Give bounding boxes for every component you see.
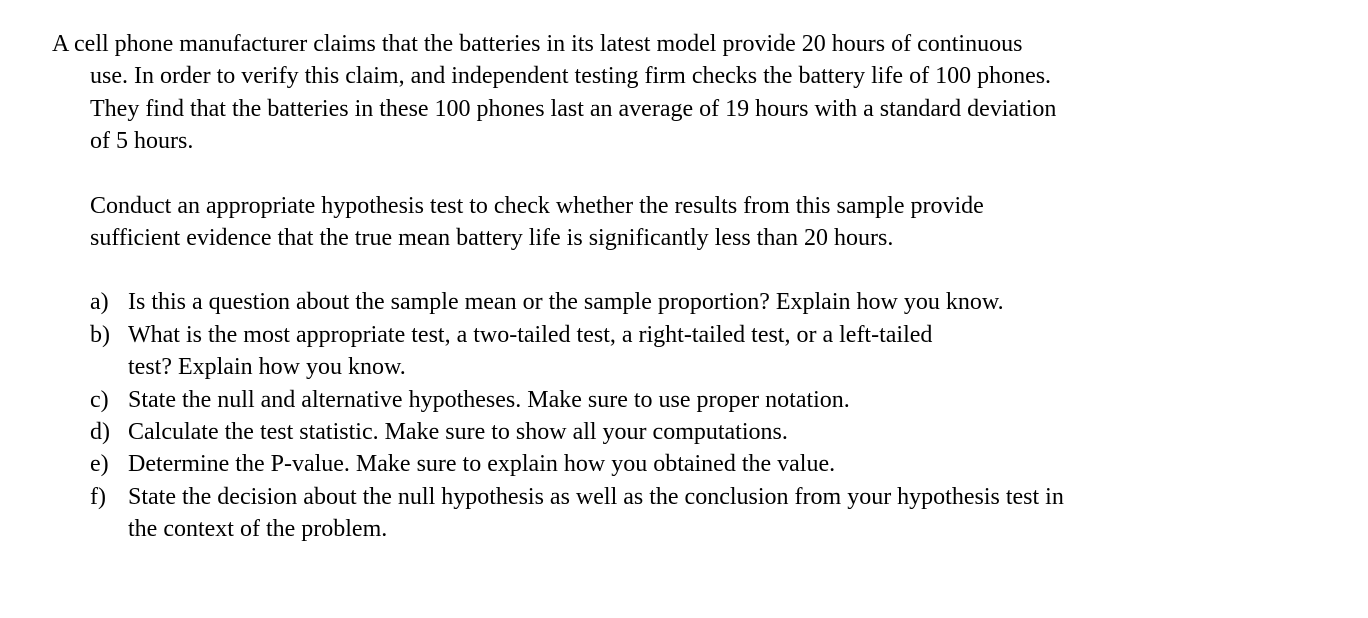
instruction-line-1: Conduct an appropriate hypothesis test t…: [90, 190, 1316, 222]
question-e: e) Determine the P-value. Make sure to e…: [90, 448, 1316, 480]
question-c: c) State the null and alternative hypoth…: [90, 384, 1316, 416]
intro-line-1: A cell phone manufacturer claims that th…: [52, 28, 1316, 60]
intro-paragraph: A cell phone manufacturer claims that th…: [52, 28, 1316, 158]
instruction-line-2: sufficient evidence that the true mean b…: [90, 222, 1316, 254]
question-text: State the decision about the null hypoth…: [128, 481, 1316, 546]
question-text: Is this a question about the sample mean…: [128, 286, 1316, 318]
question-label: f): [90, 481, 128, 513]
question-line: the context of the problem.: [128, 513, 1316, 545]
question-line: Is this a question about the sample mean…: [128, 286, 1316, 318]
question-line: Determine the P-value. Make sure to expl…: [128, 448, 1316, 480]
question-label: c): [90, 384, 128, 416]
question-a: a) Is this a question about the sample m…: [90, 286, 1316, 318]
question-line: State the null and alternative hypothese…: [128, 384, 1316, 416]
instruction-paragraph: Conduct an appropriate hypothesis test t…: [52, 190, 1316, 255]
question-label: b): [90, 319, 128, 351]
intro-line-3: They find that the batteries in these 10…: [52, 93, 1316, 125]
question-text: Determine the P-value. Make sure to expl…: [128, 448, 1316, 480]
question-d: d) Calculate the test statistic. Make su…: [90, 416, 1316, 448]
question-line: test? Explain how you know.: [128, 351, 1316, 383]
question-line: What is the most appropriate test, a two…: [128, 319, 1316, 351]
intro-line-2: use. In order to verify this claim, and …: [52, 60, 1316, 92]
document-content: A cell phone manufacturer claims that th…: [52, 28, 1316, 545]
question-text: Calculate the test statistic. Make sure …: [128, 416, 1316, 448]
question-label: d): [90, 416, 128, 448]
questions-list: a) Is this a question about the sample m…: [52, 286, 1316, 545]
question-label: a): [90, 286, 128, 318]
question-text: State the null and alternative hypothese…: [128, 384, 1316, 416]
question-text: What is the most appropriate test, a two…: [128, 319, 1316, 384]
intro-line-4: of 5 hours.: [52, 125, 1316, 157]
question-line: State the decision about the null hypoth…: [128, 481, 1316, 513]
question-label: e): [90, 448, 128, 480]
question-line: Calculate the test statistic. Make sure …: [128, 416, 1316, 448]
question-f: f) State the decision about the null hyp…: [90, 481, 1316, 546]
question-b: b) What is the most appropriate test, a …: [90, 319, 1316, 384]
